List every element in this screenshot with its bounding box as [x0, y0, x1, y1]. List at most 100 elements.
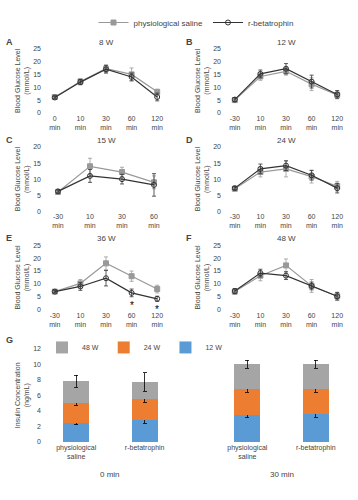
- svg-text:E: E: [6, 233, 12, 243]
- svg-text:-30min: -30min: [229, 213, 240, 229]
- svg-text:A: A: [6, 37, 13, 47]
- svg-text:60min: 60min: [306, 213, 317, 229]
- svg-text:0: 0: [37, 438, 41, 445]
- svg-text:-30min: -30min: [52, 213, 63, 229]
- svg-text:C: C: [6, 135, 13, 145]
- svg-text:20: 20: [213, 58, 221, 65]
- svg-text:F: F: [186, 233, 192, 243]
- svg-text:10: 10: [213, 280, 221, 287]
- svg-text:5: 5: [217, 97, 221, 104]
- svg-text:25: 25: [213, 242, 221, 249]
- svg-text:r-betatrophin: r-betatrophin: [296, 444, 336, 452]
- svg-text:15: 15: [213, 160, 221, 167]
- svg-text:15: 15: [213, 267, 221, 274]
- svg-text:25: 25: [213, 45, 221, 52]
- svg-text:15: 15: [33, 160, 41, 167]
- svg-text:20: 20: [33, 255, 41, 262]
- svg-text:48 W: 48 W: [82, 344, 99, 351]
- svg-text:D: D: [186, 135, 193, 145]
- svg-text:-30min: -30min: [49, 312, 60, 328]
- svg-text:G: G: [6, 335, 13, 345]
- svg-text:Blood Glucose Level(mmol/L): Blood Glucose Level(mmol/L): [194, 48, 211, 113]
- svg-text:10: 10: [33, 84, 41, 91]
- svg-text:60min: 60min: [306, 115, 317, 131]
- svg-text:25: 25: [33, 242, 41, 249]
- svg-text:10min: 10min: [84, 213, 95, 229]
- svg-text:60min: 60min: [306, 312, 317, 328]
- svg-text:10: 10: [33, 361, 41, 368]
- svg-text:120min: 120min: [331, 115, 343, 131]
- svg-text:5: 5: [37, 97, 41, 104]
- svg-text:20: 20: [213, 143, 221, 150]
- svg-text:20: 20: [33, 58, 41, 65]
- svg-text:20: 20: [213, 255, 221, 262]
- svg-text:12 W: 12 W: [277, 38, 296, 47]
- svg-text:10: 10: [213, 176, 221, 183]
- svg-text:36 W: 36 W: [97, 234, 116, 243]
- svg-text:0min: 0min: [49, 115, 60, 131]
- svg-text:5: 5: [37, 192, 41, 199]
- svg-text:12 W: 12 W: [205, 344, 222, 351]
- svg-text:Blood Glucose Level(mmol/L): Blood Glucose Level(mmol/L): [14, 48, 31, 113]
- svg-text:4: 4: [37, 407, 41, 414]
- svg-text:24 W: 24 W: [277, 136, 296, 145]
- svg-text:B: B: [186, 37, 193, 47]
- svg-text:Blood Glucose Level(mmol/L): Blood Glucose Level(mmol/L): [194, 147, 211, 212]
- svg-text:Blood Glucose Level(mmol/L): Blood Glucose Level(mmol/L): [14, 147, 31, 212]
- svg-text:0: 0: [37, 306, 41, 313]
- svg-text:0: 0: [217, 109, 221, 116]
- svg-text:120min: 120min: [151, 115, 163, 131]
- svg-text:0: 0: [37, 208, 41, 215]
- svg-text:30 min: 30 min: [270, 470, 294, 479]
- svg-text:*: *: [130, 300, 134, 311]
- svg-text:10min: 10min: [255, 312, 266, 328]
- svg-text:25: 25: [33, 45, 41, 52]
- svg-text:physiologicalsaline: physiologicalsaline: [56, 444, 97, 460]
- svg-text:physiological saline: physiological saline: [134, 19, 203, 28]
- svg-text:30min: 30min: [100, 115, 111, 131]
- svg-text:15: 15: [33, 267, 41, 274]
- svg-text:12: 12: [33, 345, 41, 352]
- svg-text:Blood Glucose Level(mmol/L): Blood Glucose Level(mmol/L): [194, 245, 211, 310]
- svg-text:48 W: 48 W: [277, 234, 296, 243]
- svg-text:0: 0: [37, 109, 41, 116]
- svg-text:10min: 10min: [75, 312, 86, 328]
- svg-text:r-betatrophin: r-betatrophin: [125, 444, 165, 452]
- svg-text:2: 2: [37, 423, 41, 430]
- svg-text:8 W: 8 W: [99, 38, 114, 47]
- svg-text:Insulin Concentration(ng/mL): Insulin Concentration(ng/mL): [14, 362, 31, 428]
- svg-text:10: 10: [213, 84, 221, 91]
- svg-text:Blood Glucose Level(mmol/L): Blood Glucose Level(mmol/L): [14, 245, 31, 310]
- svg-text:60min: 60min: [148, 213, 159, 229]
- svg-text:10min: 10min: [75, 115, 86, 131]
- svg-text:30min: 30min: [280, 213, 291, 229]
- svg-text:10min: 10min: [255, 213, 266, 229]
- svg-text:30min: 30min: [280, 312, 291, 328]
- svg-text:15: 15: [213, 71, 221, 78]
- svg-text:120min: 120min: [151, 312, 163, 328]
- svg-text:physiologicalsaline: physiologicalsaline: [227, 444, 268, 460]
- svg-text:8: 8: [37, 376, 41, 383]
- svg-text:10: 10: [33, 280, 41, 287]
- svg-text:5: 5: [217, 192, 221, 199]
- svg-text:0: 0: [217, 306, 221, 313]
- svg-text:60min: 60min: [126, 115, 137, 131]
- svg-text:0 min: 0 min: [100, 470, 120, 479]
- svg-text:60min: 60min: [126, 312, 137, 328]
- svg-text:*: *: [155, 304, 159, 315]
- svg-text:30min: 30min: [280, 115, 291, 131]
- svg-text:r-betatrophin: r-betatrophin: [248, 19, 293, 28]
- svg-text:-30min: -30min: [229, 312, 240, 328]
- svg-text:10min: 10min: [255, 115, 266, 131]
- svg-text:15 W: 15 W: [97, 136, 116, 145]
- svg-text:15: 15: [33, 71, 41, 78]
- svg-text:120min: 120min: [331, 312, 343, 328]
- svg-text:20: 20: [33, 143, 41, 150]
- svg-text:-30min: -30min: [229, 115, 240, 131]
- svg-text:5: 5: [217, 293, 221, 300]
- svg-text:10: 10: [33, 176, 41, 183]
- svg-text:24 W: 24 W: [144, 344, 161, 351]
- svg-text:30min: 30min: [116, 213, 127, 229]
- svg-text:120min: 120min: [331, 213, 343, 229]
- svg-text:5: 5: [37, 293, 41, 300]
